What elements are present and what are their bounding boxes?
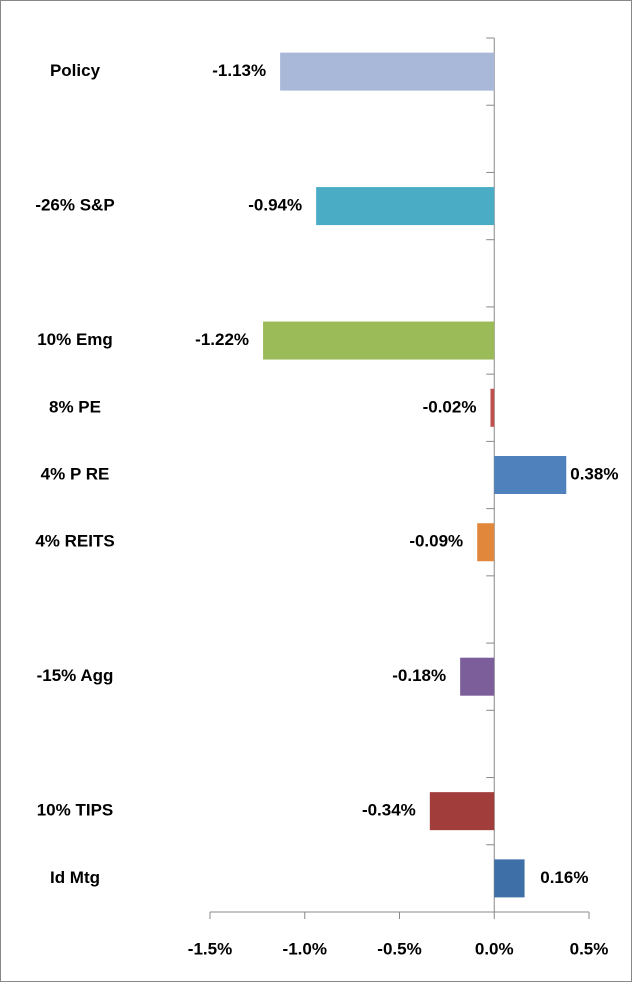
y-tick-label: -26% S&P	[35, 196, 114, 215]
value-label: -0.02%	[423, 397, 477, 416]
bar	[490, 388, 495, 427]
value-label: -0.94%	[248, 196, 302, 215]
bar	[477, 523, 495, 562]
y-tick-label: 8% PE	[49, 397, 101, 416]
bar	[280, 52, 495, 91]
x-tick-label: 0.0%	[475, 939, 514, 958]
y-tick-label: 10% TIPS	[37, 801, 114, 820]
y-tick-label: -15% Agg	[37, 666, 114, 685]
value-label: -0.09%	[409, 532, 463, 551]
x-tick-label: -1.0%	[283, 939, 327, 958]
bar	[460, 657, 495, 696]
value-label: -0.34%	[362, 801, 416, 820]
bar	[429, 792, 495, 831]
value-label: -1.22%	[195, 330, 249, 349]
bar	[316, 187, 495, 226]
y-tick-label: 10% Emg	[37, 330, 113, 349]
bar	[494, 456, 567, 494]
y-tick-label: Id Mtg	[50, 868, 100, 887]
x-tick-label: -1.5%	[188, 939, 232, 958]
y-tick-label: 4% P RE	[41, 464, 110, 483]
x-tick-label: 0.5%	[570, 939, 609, 958]
value-label: 0.38%	[570, 464, 618, 483]
value-label: -1.13%	[212, 61, 266, 80]
y-tick-label: Policy	[50, 61, 101, 80]
bar	[494, 859, 525, 898]
bar	[263, 321, 495, 360]
x-tick-label: -0.5%	[377, 939, 421, 958]
y-tick-label: 4% REITS	[35, 532, 114, 551]
value-label: 0.16%	[540, 868, 588, 887]
value-label: -0.18%	[392, 666, 446, 685]
